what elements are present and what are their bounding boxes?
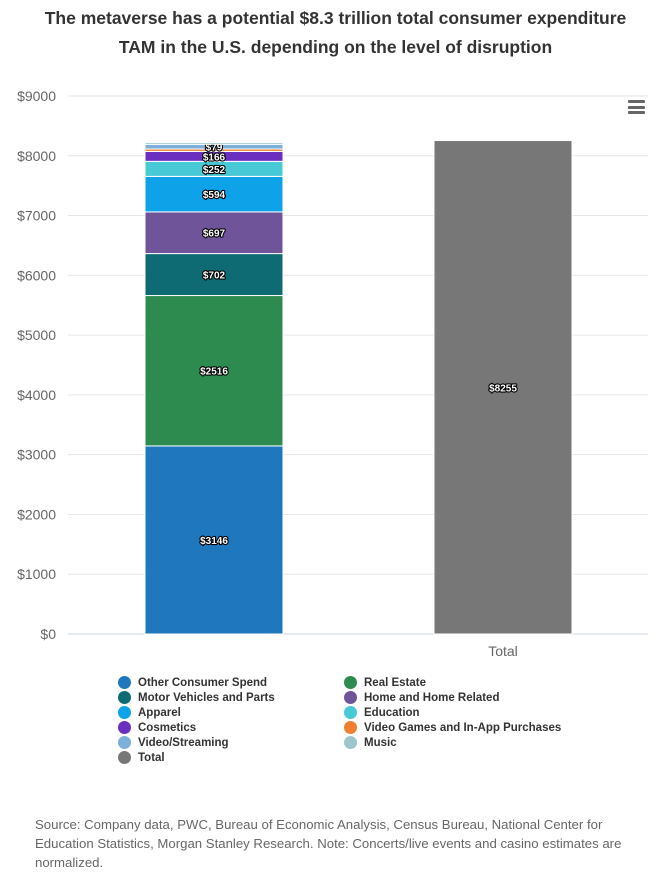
y-tick-label: $6000 xyxy=(17,267,56,283)
y-tick-label: $5000 xyxy=(17,327,56,343)
x-tick-label: Total xyxy=(488,643,518,659)
y-tick-label: $1000 xyxy=(17,566,56,582)
legend-label: Total xyxy=(138,751,165,764)
legend-label: Music xyxy=(364,736,397,749)
legend-marker xyxy=(118,721,131,734)
legend-marker xyxy=(118,736,131,749)
data-label-education: $252 xyxy=(203,165,226,176)
bar-other-consumer-spend xyxy=(144,445,284,635)
legend-item-other-consumer-spend[interactable]: Other Consumer Spend xyxy=(118,676,267,689)
legend-marker xyxy=(344,706,357,719)
chart-plot: $0 $1000 $2000 $3000 $4000 $5000 $6000 $7000 $80… xyxy=(17,88,648,659)
legend-item-real-estate[interactable]: Real Estate xyxy=(344,676,426,689)
data-label-apparel: $594 xyxy=(203,190,226,201)
data-label-other-consumer-spend: $3146 xyxy=(200,536,228,547)
legend-marker xyxy=(118,691,131,704)
bar-music xyxy=(144,142,284,145)
legend-item-video-streaming[interactable]: Video/Streaming xyxy=(118,736,229,749)
legend-marker xyxy=(118,706,131,719)
legend-label: Motor Vehicles and Parts xyxy=(138,691,275,704)
legend-marker xyxy=(344,721,357,734)
legend-marker xyxy=(344,676,357,689)
bar-total xyxy=(433,140,573,635)
legend-item-motor-vehicles-and-parts[interactable]: Motor Vehicles and Parts xyxy=(118,691,275,704)
source-note: Source: Company data, PWC, Bureau of Eco… xyxy=(35,817,622,870)
legend-item-cosmetics[interactable]: Cosmetics xyxy=(118,721,196,734)
legend-item-music[interactable]: Music xyxy=(344,736,397,749)
chart-title-line-2: TAM in the U.S. depending on the level o… xyxy=(118,37,553,57)
legend-item-home-and-home-related[interactable]: Home and Home Related xyxy=(344,691,499,704)
legend-marker xyxy=(344,736,357,749)
data-label-cosmetics: $166 xyxy=(203,152,226,163)
legend-label: Video Games and In-App Purchases xyxy=(364,721,562,734)
hamburger-menu-icon[interactable] xyxy=(628,100,645,114)
legend-marker xyxy=(118,751,131,764)
legend-marker xyxy=(344,691,357,704)
y-tick-label: $8000 xyxy=(17,148,56,164)
legend-label: Real Estate xyxy=(364,676,427,689)
chart-title: The metaverse has a potential $8.3 trill… xyxy=(0,4,671,62)
legend-label: Cosmetics xyxy=(138,721,197,734)
bar-home-and-home-related xyxy=(144,211,284,255)
bar-apparel xyxy=(144,175,284,213)
legend-label: Apparel xyxy=(138,706,181,719)
legend-label: Other Consumer Spend xyxy=(138,676,268,689)
data-label-home-and-home-related: $697 xyxy=(203,229,226,240)
legend-marker xyxy=(118,676,131,689)
data-label-total: $8255 xyxy=(489,383,517,394)
y-tick-label: $9000 xyxy=(17,88,56,104)
bar-motor-vehicles-and-parts xyxy=(144,253,284,297)
legend-label: Video/Streaming xyxy=(138,736,229,749)
y-tick-label: $7000 xyxy=(17,208,56,224)
y-tick-label: $2000 xyxy=(17,506,56,522)
chart-title-line-1: The metaverse has a potential $8.3 trill… xyxy=(44,8,627,28)
legend-item-education[interactable]: Education xyxy=(344,706,420,719)
legend-item-apparel[interactable]: Apparel xyxy=(118,706,181,719)
legend-label: Education xyxy=(364,706,420,719)
legend-item-video-games-and-in-app-purchases[interactable]: Video Games and In-App Purchases xyxy=(344,721,561,734)
data-label-video-streaming: $79 xyxy=(206,143,223,154)
y-tick-label: $3000 xyxy=(17,447,56,463)
data-label-motor-vehicles-and-parts: $702 xyxy=(203,271,226,282)
bar-real-estate xyxy=(144,295,284,447)
legend-item-total[interactable]: Total xyxy=(118,751,165,764)
y-tick-label: $4000 xyxy=(17,387,56,403)
legend-label: Home and Home Related xyxy=(364,691,500,704)
data-label-real-estate: $2516 xyxy=(200,367,228,378)
y-tick-label: $0 xyxy=(40,626,56,642)
